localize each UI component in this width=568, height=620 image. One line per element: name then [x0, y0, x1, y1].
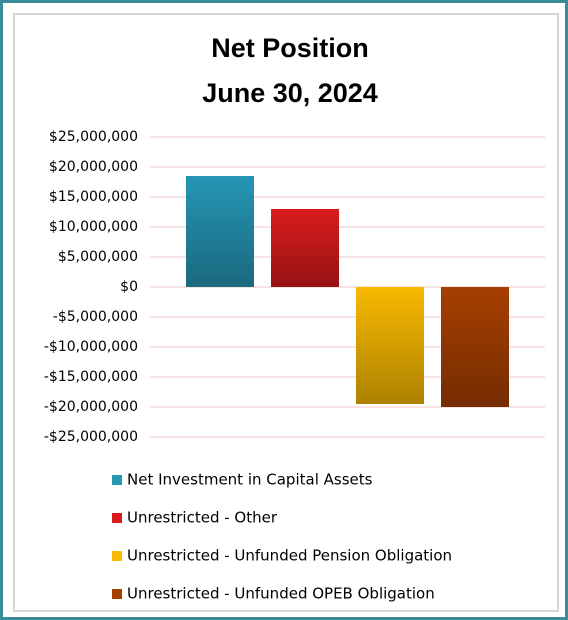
- legend-swatch: [112, 589, 122, 599]
- y-tick-label: -$20,000,000: [44, 399, 138, 415]
- y-tick-label: -$15,000,000: [44, 369, 138, 385]
- bar: [441, 287, 509, 407]
- legend-label: Unrestricted - Other: [127, 509, 278, 527]
- bar: [271, 209, 339, 287]
- y-tick-label: $20,000,000: [49, 159, 138, 175]
- y-tick-label: $25,000,000: [49, 129, 138, 145]
- legend-label: Net Investment in Capital Assets: [127, 471, 373, 489]
- y-tick-label: $10,000,000: [49, 219, 138, 235]
- legend-swatch: [112, 513, 122, 523]
- y-tick-label: $15,000,000: [49, 189, 138, 205]
- legend-swatch: [112, 475, 122, 485]
- chart-title: Net Position: [211, 33, 369, 63]
- legend-label: Unrestricted - Unfunded OPEB Obligation: [127, 585, 435, 603]
- legend-label: Unrestricted - Unfunded Pension Obligati…: [127, 547, 452, 565]
- y-tick-label: -$5,000,000: [53, 309, 138, 325]
- legend-swatch: [112, 551, 122, 561]
- chart-title: June 30, 2024: [202, 78, 378, 108]
- y-tick-label: $5,000,000: [58, 249, 138, 265]
- bar: [356, 287, 424, 404]
- y-tick-label: -$25,000,000: [44, 429, 138, 445]
- bar: [186, 176, 254, 287]
- y-tick-label: -$10,000,000: [44, 339, 138, 355]
- y-tick-label: $0: [120, 279, 138, 295]
